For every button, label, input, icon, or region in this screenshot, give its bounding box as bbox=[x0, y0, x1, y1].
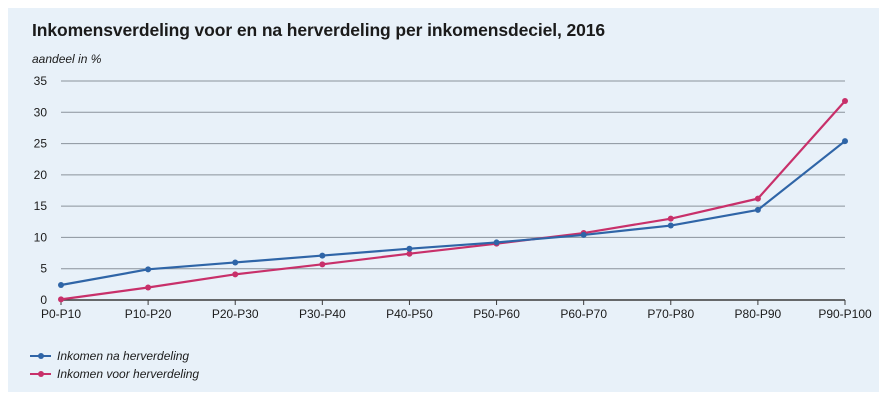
data-point-s0-4 bbox=[406, 245, 413, 252]
data-point-s0-2 bbox=[232, 259, 239, 266]
data-point-s0-6 bbox=[580, 231, 587, 238]
data-point-s0-7 bbox=[667, 222, 674, 229]
legend-label-na: Inkomen na herverdeling bbox=[57, 349, 190, 363]
legend-swatch-na bbox=[30, 351, 51, 361]
legend-swatch-voor bbox=[30, 369, 51, 379]
data-point-s1-3 bbox=[319, 261, 326, 268]
series-line-0 bbox=[59, 139, 847, 287]
y-tick-label: 35 bbox=[34, 74, 48, 88]
y-axis-unit-label: aandeel in % bbox=[32, 52, 102, 66]
x-tick-label: P30-P40 bbox=[299, 307, 346, 321]
y-tick-label: 30 bbox=[34, 105, 48, 119]
x-tick-label: P60-P70 bbox=[560, 307, 607, 321]
data-point-s0-1 bbox=[145, 266, 152, 273]
x-tick-label: P20-P30 bbox=[212, 307, 259, 321]
y-tick-label: 0 bbox=[40, 293, 47, 307]
data-point-s0-0 bbox=[58, 281, 64, 288]
data-point-s0-8 bbox=[754, 206, 761, 213]
data-point-s1-7 bbox=[667, 215, 674, 222]
legend-label-voor: Inkomen voor herverdeling bbox=[57, 367, 200, 381]
x-tick-label: P40-P50 bbox=[386, 307, 433, 321]
chart-title: Inkomensverdeling voor en na herverdelin… bbox=[32, 20, 606, 40]
data-point-s0-5 bbox=[493, 239, 500, 246]
x-tick-label: P50-P60 bbox=[473, 307, 520, 321]
y-tick-label: 5 bbox=[40, 262, 47, 276]
y-tick-label: 10 bbox=[34, 230, 48, 244]
series-line-1 bbox=[59, 99, 847, 301]
data-point-s0-3 bbox=[319, 252, 326, 259]
chart-panel bbox=[8, 8, 879, 392]
data-point-s1-9 bbox=[842, 98, 848, 105]
data-point-s1-8 bbox=[754, 195, 761, 202]
y-tick-label: 25 bbox=[34, 137, 48, 151]
data-point-s1-4 bbox=[406, 250, 413, 257]
x-tick-label: P80-P90 bbox=[735, 307, 782, 321]
data-point-s1-0 bbox=[58, 296, 64, 303]
legend-item-voor: Inkomen voor herverdeling bbox=[30, 365, 199, 383]
y-tick-label: 15 bbox=[34, 199, 48, 213]
x-tick-label: P10-P20 bbox=[125, 307, 172, 321]
legend-item-na: Inkomen na herverdeling bbox=[30, 347, 199, 365]
legend: Inkomen na herverdeling Inkomen voor her… bbox=[30, 347, 199, 383]
x-tick-label: P70-P80 bbox=[647, 307, 694, 321]
data-point-s0-9 bbox=[842, 138, 848, 145]
y-tick-label: 20 bbox=[34, 168, 48, 182]
x-tick-label: P90-P100 bbox=[818, 307, 872, 321]
data-point-s1-1 bbox=[145, 284, 152, 291]
data-point-s1-2 bbox=[232, 271, 239, 278]
x-tick-label: P0-P10 bbox=[41, 307, 81, 321]
